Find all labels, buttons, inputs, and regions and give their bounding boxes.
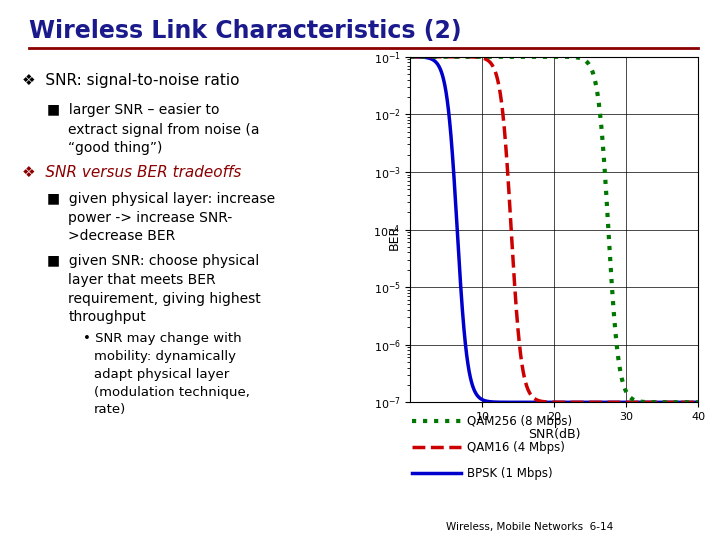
Text: power -> increase SNR-: power -> increase SNR- [68,211,233,225]
Text: ■  given physical layer: increase: ■ given physical layer: increase [47,192,275,206]
Text: mobility: dynamically: mobility: dynamically [94,350,235,363]
Text: adapt physical layer: adapt physical layer [94,368,229,381]
Text: • SNR may change with: • SNR may change with [83,332,241,345]
Text: >decrease BER: >decrease BER [68,230,176,244]
Text: throughput: throughput [68,310,146,325]
Text: Wireless Link Characteristics (2): Wireless Link Characteristics (2) [29,19,462,43]
Text: rate): rate) [94,403,126,416]
Text: “good thing”): “good thing”) [68,141,163,156]
X-axis label: SNR(dB): SNR(dB) [528,428,580,441]
Text: ❖  SNR versus BER tradeoffs: ❖ SNR versus BER tradeoffs [22,165,241,180]
Text: Wireless, Mobile Networks  6-14: Wireless, Mobile Networks 6-14 [446,522,613,532]
Text: QAM256 (8 Mbps): QAM256 (8 Mbps) [467,415,572,428]
Text: ■  larger SNR – easier to: ■ larger SNR – easier to [47,103,220,117]
Text: BPSK (1 Mbps): BPSK (1 Mbps) [467,467,552,480]
Text: extract signal from noise (a: extract signal from noise (a [68,123,260,137]
Text: BER: BER [388,225,401,250]
Text: requirement, giving highest: requirement, giving highest [68,292,261,306]
Text: ❖  SNR: signal-to-noise ratio: ❖ SNR: signal-to-noise ratio [22,73,239,88]
Text: layer that meets BER: layer that meets BER [68,273,216,287]
Text: QAM16 (4 Mbps): QAM16 (4 Mbps) [467,441,564,454]
Text: (modulation technique,: (modulation technique, [94,386,249,399]
Text: ■  given SNR: choose physical: ■ given SNR: choose physical [47,254,259,268]
